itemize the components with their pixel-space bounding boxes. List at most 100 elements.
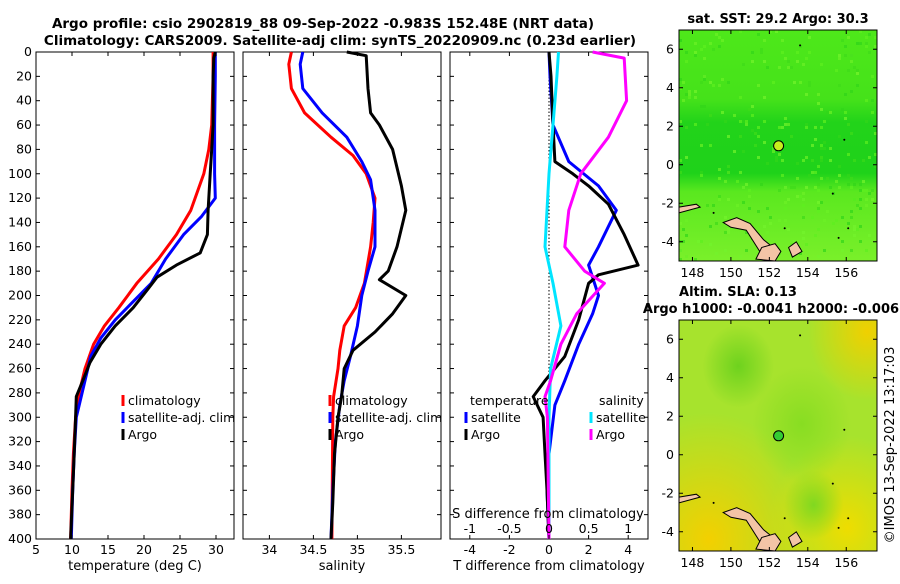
y-tick-label: 200: [8, 288, 32, 303]
islet: [837, 236, 840, 239]
s-x-tick-label: 0: [545, 521, 553, 536]
y-tick-label: 20: [16, 68, 32, 83]
map-y-tick-label: -2: [662, 485, 674, 500]
x-tick-label: -4: [464, 542, 477, 557]
title-line-2: Climatology: CARS2009. Satellite-adj cli…: [44, 33, 636, 49]
sla-map-panel: Altim. SLA: 0.13 Argo h1000: -0.0041 h20…: [643, 285, 899, 570]
y-tick-label: 360: [8, 482, 32, 497]
sst-map-box: [678, 29, 878, 262]
series-line-temperature-satellite: [545, 51, 618, 540]
map-y-tick-label: 6: [666, 331, 674, 346]
map-y-tick-label: 0: [666, 447, 674, 462]
legend-label: Argo: [471, 427, 500, 442]
x-tick-label: 20: [136, 542, 152, 557]
map-y-tick-label: -4: [662, 234, 675, 249]
y-tick-label: 60: [16, 117, 32, 132]
map-x-tick-label: 152: [757, 555, 781, 570]
y-tick-label: 220: [8, 312, 32, 327]
map-y-tick-label: 0: [666, 157, 674, 172]
map-y-tick-label: 4: [666, 80, 674, 95]
argo-location-marker: [773, 140, 785, 152]
islet: [847, 517, 850, 520]
t-difference-xlabel: T difference from climatology: [452, 559, 645, 574]
islet: [712, 501, 715, 504]
map-y-tick-label: 6: [666, 41, 674, 56]
legend-label: Argo: [128, 427, 157, 442]
legend-label: satellite: [471, 410, 521, 425]
x-tick-label: 2: [585, 542, 593, 557]
islet: [783, 517, 786, 520]
y-tick-label: 300: [8, 409, 32, 424]
map-x-tick-label: 154: [796, 555, 820, 570]
map-y-tick-label: 2: [666, 118, 674, 133]
x-tick-label: 34.5: [299, 542, 327, 557]
map-x-tick-label: 154: [796, 265, 820, 280]
y-tick-label: 260: [8, 361, 32, 376]
map-x-tick-label: 150: [719, 265, 743, 280]
x-tick-label: 0: [545, 542, 553, 557]
legend-header-salinity: salinity: [599, 393, 644, 408]
series-line-argo: [329, 50, 408, 540]
islet: [843, 138, 846, 141]
x-tick-label: 34: [261, 542, 277, 557]
legend-label: Argo: [596, 427, 625, 442]
y-tick-label: 0: [24, 44, 32, 59]
temperature-profile-panel: 0 20 40 60 80 100 120 140 160 180 200 220 240 260 280 3…: [8, 44, 235, 574]
salinity-legend: climatology satellite-adj. clim Argo: [328, 393, 442, 442]
y-tick-label: 160: [8, 239, 32, 254]
salinity-xlabel: salinity: [319, 559, 366, 574]
islet: [783, 227, 786, 230]
map-x-tick-label: 156: [834, 265, 858, 280]
series-line-argo: [69, 51, 217, 540]
difference-legend: temperature salinity satellite Argo satellit…: [464, 393, 646, 442]
x-tick-label: 10: [64, 542, 80, 557]
temperature-xlabel: temperature (deg C): [68, 559, 202, 574]
s-x-tick-label: 1: [624, 521, 632, 536]
s-x-tick-label: 0.5: [579, 521, 599, 536]
sst-map-title: sat. SST: 29.2 Argo: 30.3: [687, 12, 868, 27]
y-tick-label: 40: [16, 93, 32, 108]
legend-label: satellite-adj. clim: [128, 410, 235, 425]
islet: [831, 192, 834, 195]
map-y-tick-label: -4: [662, 524, 675, 539]
series-line-salinity-argo: [543, 50, 629, 540]
islet: [799, 334, 802, 337]
legend-label: climatology: [128, 393, 201, 408]
x-tick-label: 4: [624, 542, 632, 557]
islet: [712, 211, 715, 214]
islet: [847, 227, 850, 230]
map-x-tick-label: 148: [681, 555, 705, 570]
legend-label: Argo: [335, 427, 364, 442]
salinity-profile-panel: 34 34.5 35 35.5 salinity climatology satelli…: [242, 50, 442, 574]
map-x-tick-label: 148: [681, 265, 705, 280]
map-x-tick-label: 152: [757, 265, 781, 280]
legend-header-temperature: temperature: [470, 393, 549, 408]
islet: [799, 44, 802, 47]
temperature-legend: climatology satellite-adj. clim Argo: [121, 393, 235, 442]
islet: [843, 428, 846, 431]
y-tick-label: 80: [16, 141, 32, 156]
y-tick-label: 120: [8, 190, 32, 205]
difference-profile-panel: -4 -2 0 2 4 -1 -0.5 0 0.5 1 S difference from cli…: [449, 50, 649, 574]
y-tick-label: 280: [8, 385, 32, 400]
sla-map-subtitle: Argo h1000: -0.0041 h2000: -0.006: [643, 302, 899, 317]
land-island: [787, 531, 803, 548]
x-tick-label: 35.5: [387, 542, 415, 557]
x-tick-label: 15: [100, 542, 116, 557]
series-line-satellite-adj-clim: [298, 51, 377, 540]
s-x-tick-label: -1: [464, 521, 476, 536]
x-tick-label: 5: [32, 542, 40, 557]
land-island: [787, 241, 803, 258]
s-x-tick-label: -0.5: [497, 521, 521, 536]
argo-location-marker: [773, 430, 785, 442]
islet: [837, 526, 840, 529]
sst-map-panel: sat. SST: 29.2 Argo: 30.3 148 150 152 154 15…: [662, 12, 878, 280]
sla-map-box: [678, 319, 878, 552]
y-tick-label: 340: [8, 458, 32, 473]
x-tick-label: 25: [172, 542, 188, 557]
map-y-tick-label: 2: [666, 408, 674, 423]
y-tick-label: 140: [8, 214, 32, 229]
imos-watermark: ©IMOS 13-Sep-2022 13:17:03: [883, 347, 898, 544]
x-tick-label: 35: [349, 542, 365, 557]
